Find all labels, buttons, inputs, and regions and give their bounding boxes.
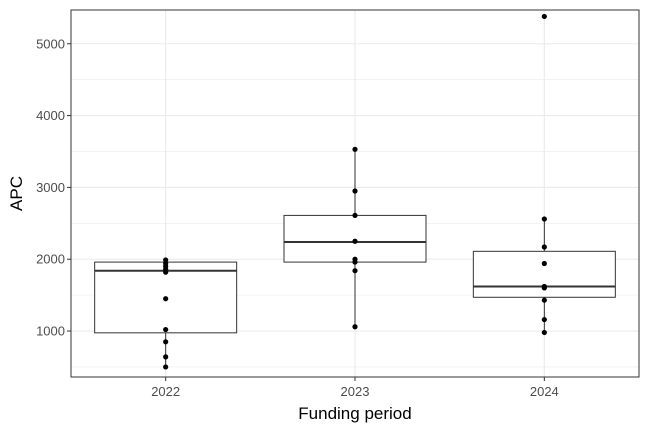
axis-layer: 1000 2000 3000 4000 5000 2022 2023 2024 <box>36 36 559 399</box>
data-point-2022 <box>163 326 169 333</box>
y-tick-label: 3000 <box>36 180 65 195</box>
data-point-2023 <box>352 256 358 262</box>
x-tick-label: 2022 <box>151 384 180 399</box>
data-point-2024 <box>541 260 547 267</box>
x-axis-title: Funding period <box>298 404 411 423</box>
data-point-2022 <box>163 257 169 263</box>
data-point-2023 <box>352 146 358 152</box>
data-point-2024 <box>541 216 547 222</box>
x-tick-label: 2024 <box>530 384 559 399</box>
y-tick-label: 1000 <box>36 324 65 339</box>
data-point-2023 <box>352 212 358 219</box>
data-point-2022 <box>163 296 169 302</box>
data-point-2024 <box>541 244 547 250</box>
data-point-2024 <box>541 13 547 20</box>
data-point-2024 <box>541 297 547 303</box>
data-point-2024 <box>541 283 547 290</box>
data-point-2023 <box>352 324 358 330</box>
data-point-2022 <box>163 354 169 360</box>
point-layer <box>163 13 547 370</box>
data-point-2023 <box>352 268 358 274</box>
data-point-2023 <box>352 188 358 194</box>
data-point-2024 <box>541 329 547 336</box>
y-tick-label: 2000 <box>36 252 65 267</box>
y-tick-label: 5000 <box>36 36 65 51</box>
y-tick-label: 4000 <box>36 108 65 123</box>
data-point-2024 <box>541 316 547 323</box>
data-point-2022 <box>163 339 169 345</box>
data-point-2022 <box>163 260 169 267</box>
data-point-2022 <box>163 364 169 370</box>
x-tick-label: 2023 <box>341 384 370 399</box>
y-axis-title: APC <box>7 176 26 211</box>
data-point-2023 <box>352 238 358 244</box>
